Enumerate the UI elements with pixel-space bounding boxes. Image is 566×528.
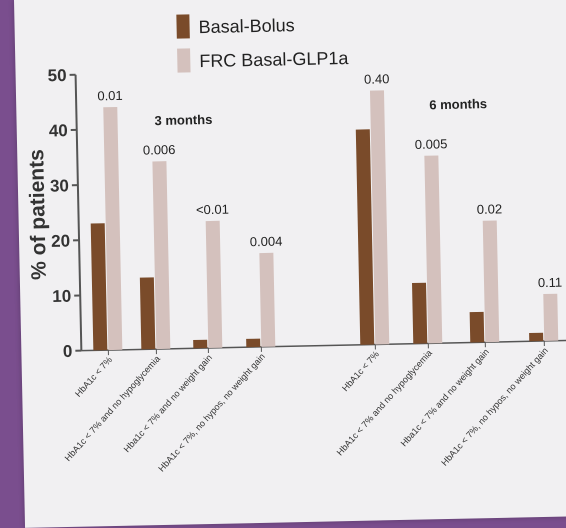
bar	[469, 311, 485, 343]
bar	[412, 282, 428, 344]
bar	[139, 277, 156, 350]
p-value-label: <0.01	[196, 202, 229, 218]
bar	[543, 293, 559, 341]
x-category-label: HbA1c < 7%, no hypos, no weight gain	[439, 346, 550, 468]
x-category-label: Hba1c < 7% and no weight gain	[122, 353, 214, 455]
y-axis	[74, 74, 83, 351]
bar	[529, 332, 544, 342]
bar	[369, 90, 390, 345]
x-category-label: HbA1c < 7%	[73, 355, 114, 399]
slide: 0 10 20 30 40 50 % of patients Basal-Bolus FRC B…	[14, 0, 566, 528]
y-tick-label: 40	[49, 121, 68, 140]
legend-swatch	[177, 48, 191, 73]
bar	[355, 129, 375, 345]
y-tick-label: 10	[52, 287, 71, 306]
p-value-label: 0.004	[250, 234, 283, 250]
bar	[103, 106, 123, 351]
period-label: 3 months	[154, 112, 212, 128]
y-tick-label: 30	[50, 176, 69, 195]
p-value-label: 0.02	[477, 201, 503, 217]
legend-label: FRC Basal-GLP1a	[199, 48, 349, 71]
legend-swatch	[176, 14, 190, 39]
bar	[482, 220, 500, 343]
y-tick-label: 50	[47, 66, 66, 85]
p-value-label: 0.40	[364, 71, 390, 87]
period-label: 6 months	[429, 96, 487, 112]
legend-label: Basal-Bolus	[198, 15, 294, 37]
bar	[246, 338, 261, 348]
x-category-label: HbA1c < 7% and no hypoglycemia	[335, 348, 434, 457]
p-value-label: 0.005	[415, 136, 448, 152]
bar	[90, 223, 108, 351]
x-category-label: HbA1c < 7%	[340, 349, 381, 393]
y-axis-label: % of patients	[25, 149, 51, 280]
y-tick-label: 20	[51, 231, 70, 250]
x-category-label: HbA1c < 7% and no hypoglycemia	[63, 354, 162, 463]
p-value-label: 0.01	[97, 88, 123, 104]
bar	[205, 220, 223, 349]
y-tick-label: 0	[63, 342, 73, 361]
bar	[152, 161, 171, 350]
x-category-label: HbA1c < 7%, no hypos, no weight gain	[156, 351, 267, 473]
p-value-label: 0.11	[538, 275, 563, 291]
p-value-label: 0.006	[143, 142, 176, 158]
bar	[424, 155, 443, 344]
bar	[259, 252, 276, 347]
bar	[193, 339, 208, 349]
bar-chart: 0 10 20 30 40 50 % of patients Basal-Bolus FRC B…	[25, 14, 566, 474]
